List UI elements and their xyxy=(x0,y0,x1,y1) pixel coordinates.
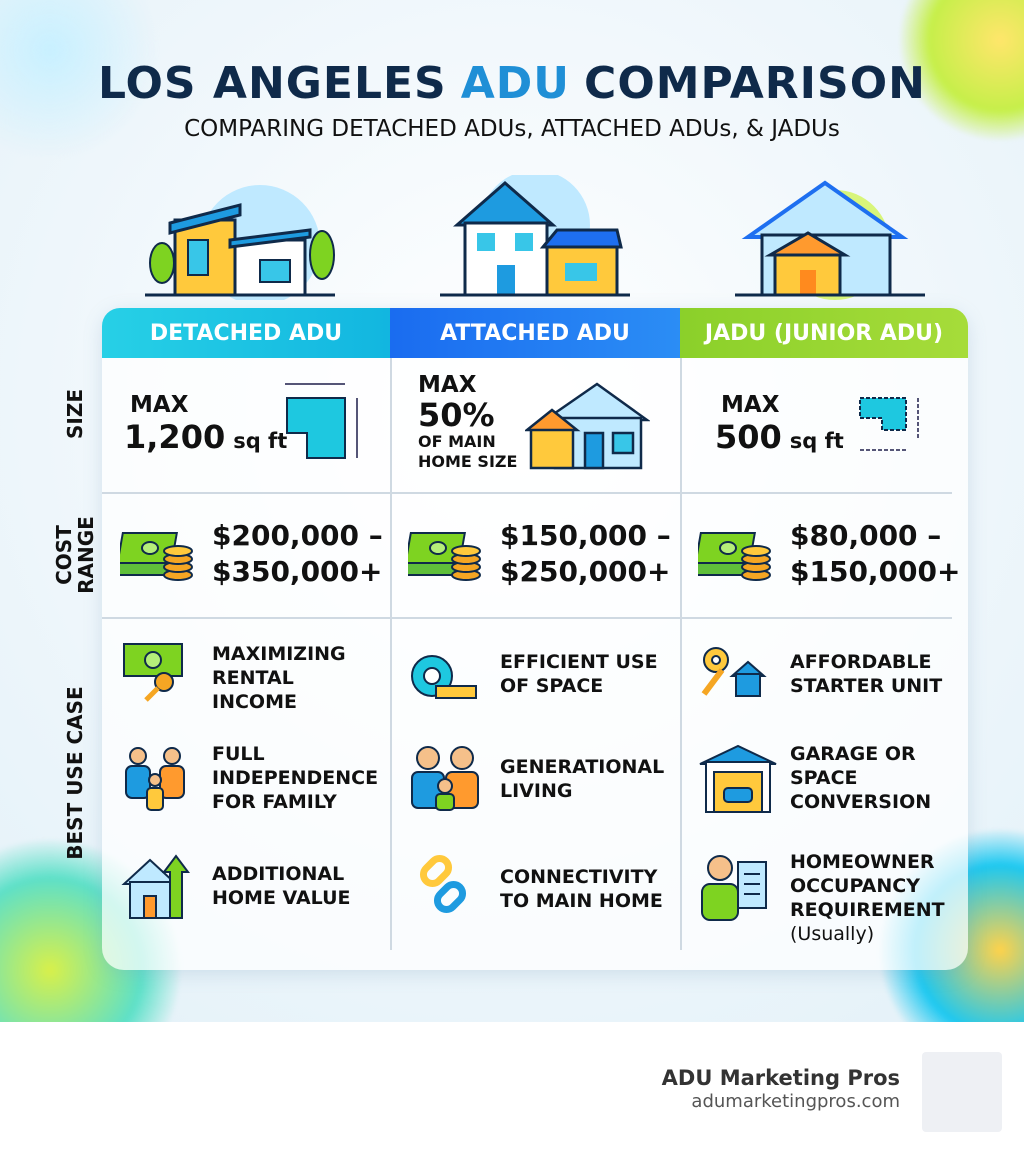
size-line: 500 sq ft xyxy=(715,418,885,456)
column-divider xyxy=(390,358,392,950)
row-label: BEST USE CASE xyxy=(63,685,87,860)
icon xyxy=(408,648,480,712)
cost-line: $150,000+ xyxy=(790,555,961,588)
column-header: ATTACHED ADU xyxy=(390,308,680,358)
size-lead: MAX xyxy=(130,392,189,418)
use-case: HOMEOWNER OCCUPANCY REQUIREMENT (Usually) xyxy=(790,850,955,946)
icon-graphic xyxy=(125,747,185,811)
size-cell: MAX 500 sq ft xyxy=(715,392,885,456)
cost-cell: $80,000 – $150,000+ xyxy=(790,518,970,590)
cost-cell: $150,000 – $250,000+ xyxy=(500,518,680,590)
icon-graphic xyxy=(411,655,477,699)
row-divider xyxy=(102,617,952,619)
column-divider xyxy=(680,358,682,950)
size-value: 500 xyxy=(715,418,782,456)
title-part: LOS ANGELES xyxy=(98,58,447,109)
comparison-card xyxy=(102,308,968,970)
use-case-text: CONNECTIVITY TO MAIN HOME xyxy=(500,866,663,912)
icon-graphic xyxy=(400,532,481,581)
column-header: DETACHED ADU xyxy=(102,308,390,358)
icon xyxy=(698,742,778,818)
use-case: GARAGE OR SPACE CONVERSION xyxy=(790,742,955,814)
size-cell: MAX 50% OF MAIN HOME SIZE xyxy=(418,372,538,472)
icon xyxy=(852,390,927,464)
icon-graphic xyxy=(699,744,777,813)
use-case: MAXIMIZING RENTAL INCOME xyxy=(212,642,382,714)
use-case-text: AFFORDABLE STARTER UNIT xyxy=(790,651,943,697)
use-case: ADDITIONAL HOME VALUE xyxy=(212,862,382,910)
use-case-text: EFFICIENT USE OF SPACE xyxy=(500,651,658,697)
use-case-text: GARAGE OR SPACE CONVERSION xyxy=(790,743,932,813)
cost-cell: $200,000 – $350,000+ xyxy=(212,518,392,590)
title-highlight: ADU xyxy=(460,58,571,109)
use-case-text: MAXIMIZING RENTAL INCOME xyxy=(212,643,346,713)
cost-line: $250,000+ xyxy=(500,555,671,588)
title: LOS ANGELES ADU COMPARISON xyxy=(0,58,1024,109)
icon-graphic xyxy=(123,643,183,702)
icon-graphic xyxy=(859,397,919,451)
cost-line: $80,000 – xyxy=(790,519,942,552)
icon xyxy=(523,378,651,477)
use-case-text: ADDITIONAL HOME VALUE xyxy=(212,863,351,909)
jadu-house-icon xyxy=(735,180,925,300)
use-case-text: FULL INDEPENDENCE FOR FAMILY xyxy=(212,743,379,813)
row-divider xyxy=(102,492,952,494)
icon xyxy=(698,850,770,926)
detached-house-icon xyxy=(145,185,335,300)
icon xyxy=(698,640,770,704)
icon-graphic xyxy=(285,383,358,459)
icon xyxy=(400,515,483,589)
use-case: GENERATIONAL LIVING xyxy=(500,755,665,803)
brand: ADU Marketing Pros xyxy=(661,1066,900,1090)
use-case-note: (Usually) xyxy=(790,923,875,945)
size-lead: MAX xyxy=(418,372,477,398)
use-case-text: GENERATIONAL LIVING xyxy=(500,756,665,802)
size-cell: MAX 1,200 sq ft xyxy=(124,392,294,456)
icon xyxy=(120,850,192,926)
use-case-text: HOMEOWNER OCCUPANCY REQUIREMENT xyxy=(790,851,945,921)
use-case: AFFORDABLE STARTER UNIT xyxy=(790,650,955,698)
footer xyxy=(0,1022,1024,1154)
icon-graphic xyxy=(523,382,651,470)
attached-house-icon xyxy=(440,175,630,297)
infographic: LOS ANGELES ADU COMPARISON COMPARING DETAC… xyxy=(0,0,1024,1022)
row-label: SIZE xyxy=(63,389,87,440)
url: adumarketingpros.com xyxy=(691,1091,900,1112)
cost-line: $350,000+ xyxy=(212,555,383,588)
icon xyxy=(277,378,367,467)
use-case: FULL INDEPENDENCE FOR FAMILY xyxy=(212,742,382,814)
icon-graphic xyxy=(411,746,479,811)
icon-graphic xyxy=(690,532,771,581)
cost-line: $200,000 – xyxy=(212,519,383,552)
icon xyxy=(120,742,192,826)
size-value: 50% xyxy=(418,396,495,434)
title-part: COMPARISON xyxy=(584,58,926,109)
cost-line: $150,000 – xyxy=(500,519,671,552)
use-case: CONNECTIVITY TO MAIN HOME xyxy=(500,865,665,913)
column-header: JADU (JUNIOR ADU) xyxy=(680,308,968,358)
icon-graphic xyxy=(701,855,767,921)
use-case: EFFICIENT USE OF SPACE xyxy=(500,650,665,698)
icon xyxy=(408,850,480,926)
size-line: 1,200 sq ft xyxy=(124,418,294,456)
size-value: 1,200 xyxy=(124,418,226,456)
icon-graphic xyxy=(419,854,467,914)
icon xyxy=(690,515,773,589)
size-unit: sq ft xyxy=(233,429,288,453)
size-unit: sq ft xyxy=(789,429,844,453)
size-note: OF MAIN HOME SIZE xyxy=(418,432,518,471)
subtitle: COMPARING DETACHED ADUs, ATTACHED ADUs, … xyxy=(184,116,840,142)
icon-graphic xyxy=(112,532,193,581)
icon xyxy=(408,740,480,824)
row-label: COST RANGE xyxy=(52,515,98,594)
icon-graphic xyxy=(121,854,190,919)
icon xyxy=(120,632,192,706)
logo xyxy=(922,1052,1002,1132)
icon-graphic xyxy=(701,647,767,697)
icon xyxy=(112,515,195,589)
size-lead: MAX xyxy=(721,392,780,418)
